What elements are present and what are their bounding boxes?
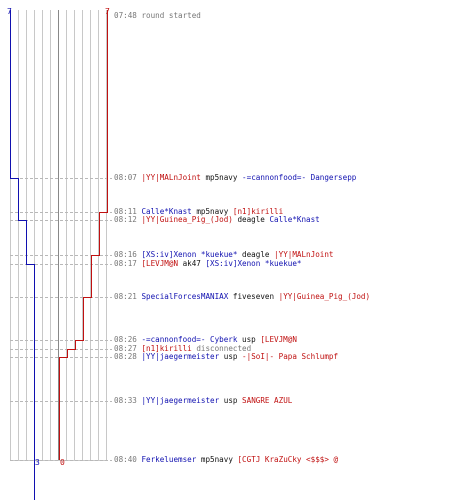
- blue-end-score: 3: [35, 458, 40, 467]
- killer-name: Ferkeluemser: [141, 455, 197, 464]
- victim-name: [CGTJ KraZuCky <$$$> @: [237, 455, 339, 464]
- red-team-line: [59, 10, 108, 460]
- weapon-name: mp5navy: [196, 207, 229, 216]
- weapon-name: deagle: [242, 250, 270, 259]
- event-row: 08:17 [LEVJM@N ak47 [XS:iv]Xenon *kuekue…: [114, 260, 301, 268]
- event-row: 08:11 Calle*Knast mp5navy [n1]kirilli: [114, 208, 283, 216]
- event-time: 08:28: [114, 352, 137, 361]
- blue-team-line: [10, 10, 35, 500]
- victim-name: Calle*Knast: [269, 215, 320, 224]
- event-time: 08:12: [114, 215, 137, 224]
- event-message: disconnected: [196, 344, 252, 353]
- event-time: 08:27: [114, 344, 137, 353]
- event-row: 08:40 Ferkeluemser mp5navy [CGTJ KraZuCk…: [114, 456, 338, 464]
- event-message: round started: [141, 11, 201, 20]
- event-row: 07:48 round started: [114, 12, 201, 20]
- event-row: 08:07 |YY|MALnJoint mp5navy -=cannonfood…: [114, 174, 356, 182]
- killer-name: Calle*Knast: [141, 207, 192, 216]
- event-row: 08:28 |YY|jaegermeister usp -|SoI|- Papa…: [114, 353, 338, 361]
- event-time: 08:33: [114, 396, 137, 405]
- weapon-name: ak47: [182, 259, 201, 268]
- blue-start-score: 7: [7, 7, 12, 16]
- weapon-name: usp: [242, 335, 256, 344]
- weapon-name: deagle: [237, 215, 265, 224]
- killer-name: |YY|Guinea_Pig_(Jod): [141, 215, 233, 224]
- victim-name: [XS:iv]Xenon *kuekue*: [205, 259, 302, 268]
- killer-name: |YY|jaegermeister: [141, 352, 220, 361]
- victim-name: |YY|Guinea_Pig_(Jod): [278, 292, 371, 301]
- killer-name: |YY|jaegermeister: [141, 396, 220, 405]
- victim-name: [n1]kirilli: [232, 207, 284, 216]
- weapon-name: usp: [223, 396, 238, 405]
- killer-name: |YY|MALnJoint: [141, 173, 201, 182]
- event-time: 08:11: [114, 207, 137, 216]
- victim-name: SANGRE AZUL: [242, 396, 293, 405]
- event-time: 08:16: [114, 250, 137, 259]
- killer-name: [LEVJM@N: [141, 259, 179, 268]
- weapon-name: usp: [223, 352, 238, 361]
- weapon-name: mp5navy: [205, 173, 238, 182]
- event-time: 07:48: [114, 11, 137, 20]
- killer-name: -=cannonfood=- Cyberk: [141, 335, 238, 344]
- red-end-score: 0: [60, 458, 65, 467]
- victim-name: -=cannonfood=- Dangersepp: [242, 173, 357, 182]
- killer-name: SpecialForcesMANIAX: [141, 292, 229, 301]
- event-time: 08:17: [114, 259, 137, 268]
- event-row: 08:16 [XS:iv]Xenon *kuekue* deagle |YY|M…: [114, 251, 333, 259]
- event-row: 08:12 |YY|Guinea_Pig_(Jod) deagle Calle*…: [114, 216, 320, 224]
- event-time: 08:07: [114, 173, 137, 182]
- event-time: 08:21: [114, 292, 137, 301]
- weapon-name: fiveseven: [232, 292, 275, 301]
- event-row: 08:21 SpecialForcesMANIAX fiveseven |YY|…: [114, 293, 370, 301]
- killer-name: [XS:iv]Xenon *kuekue*: [141, 250, 238, 259]
- victim-name: [LEVJM@N: [260, 335, 297, 344]
- victim-name: -|SoI|- Papa Schlumpf: [242, 352, 339, 361]
- weapon-name: mp5navy: [200, 455, 233, 464]
- victim-name: |YY|MALnJoint: [274, 250, 334, 259]
- event-time: 08:40: [114, 455, 137, 464]
- red-start-score: 7: [105, 7, 110, 16]
- event-row: 08:33 |YY|jaegermeister usp SANGRE AZUL: [114, 397, 292, 405]
- event-row: 08:26 -=cannonfood=- Cyberk usp [LEVJM@N: [114, 336, 297, 344]
- killer-name: [n1]kirilli: [141, 344, 192, 353]
- event-row: 08:27 [n1]kirilli disconnected: [114, 345, 251, 353]
- event-time: 08:26: [114, 335, 137, 344]
